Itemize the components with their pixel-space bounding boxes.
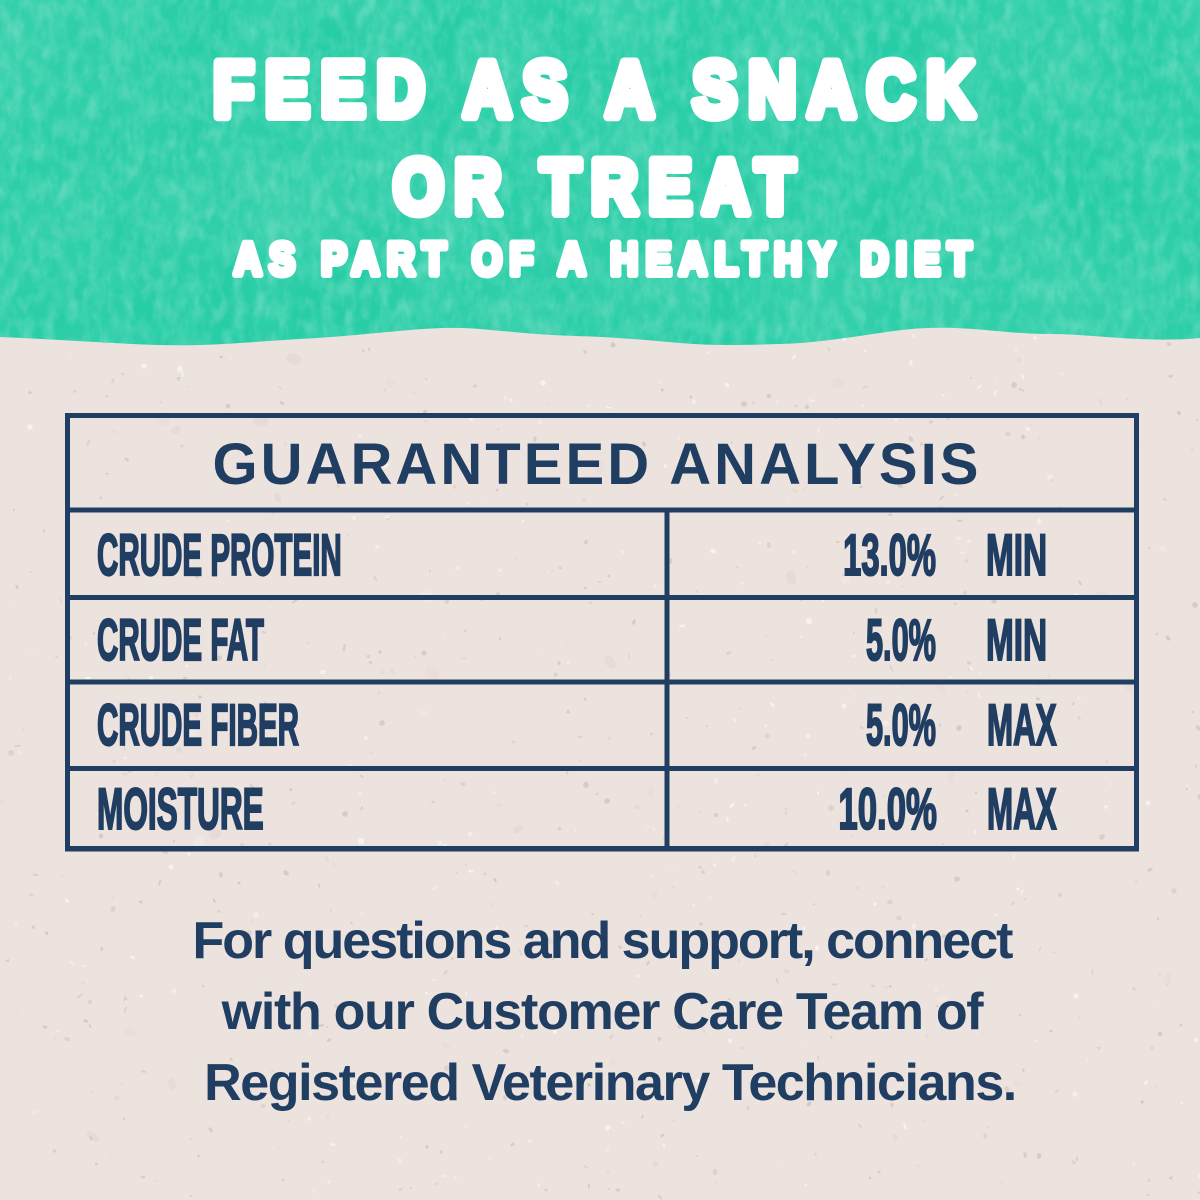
svg-text:MAX: MAX — [987, 693, 1057, 758]
svg-text:CRUDE FAT: CRUDE FAT — [97, 607, 264, 673]
svg-text:CRUDE FIBER: CRUDE FIBER — [97, 692, 299, 758]
svg-text:5.0%: 5.0% — [866, 693, 936, 758]
svg-text:MIN: MIN — [986, 524, 1047, 589]
svg-text:MOISTURE: MOISTURE — [97, 777, 264, 842]
svg-text:MAX: MAX — [987, 777, 1057, 842]
svg-text:Registered Veterinary Technici: Registered Veterinary Technicians. — [204, 1054, 1016, 1112]
svg-text:FEED AS A SNACK: FEED AS A SNACK — [213, 46, 985, 133]
svg-text:GUARANTEED ANALYSIS: GUARANTEED ANALYSIS — [212, 432, 981, 497]
svg-text:5.0%: 5.0% — [866, 608, 936, 673]
svg-text:MIN: MIN — [986, 609, 1047, 674]
svg-text:OR TREAT: OR TREAT — [393, 144, 805, 229]
svg-text:AS PART OF A HEALTHY DIET: AS PART OF A HEALTHY DIET — [234, 234, 979, 285]
svg-text:For questions and support, con: For questions and support, connect — [193, 912, 1014, 970]
svg-text:10.0%: 10.0% — [838, 778, 937, 842]
svg-text:13.0%: 13.0% — [843, 522, 936, 587]
svg-text:with our Customer Care Team of: with our Customer Care Team of — [221, 983, 985, 1041]
svg-text:CRUDE PROTEIN: CRUDE PROTEIN — [97, 522, 342, 588]
